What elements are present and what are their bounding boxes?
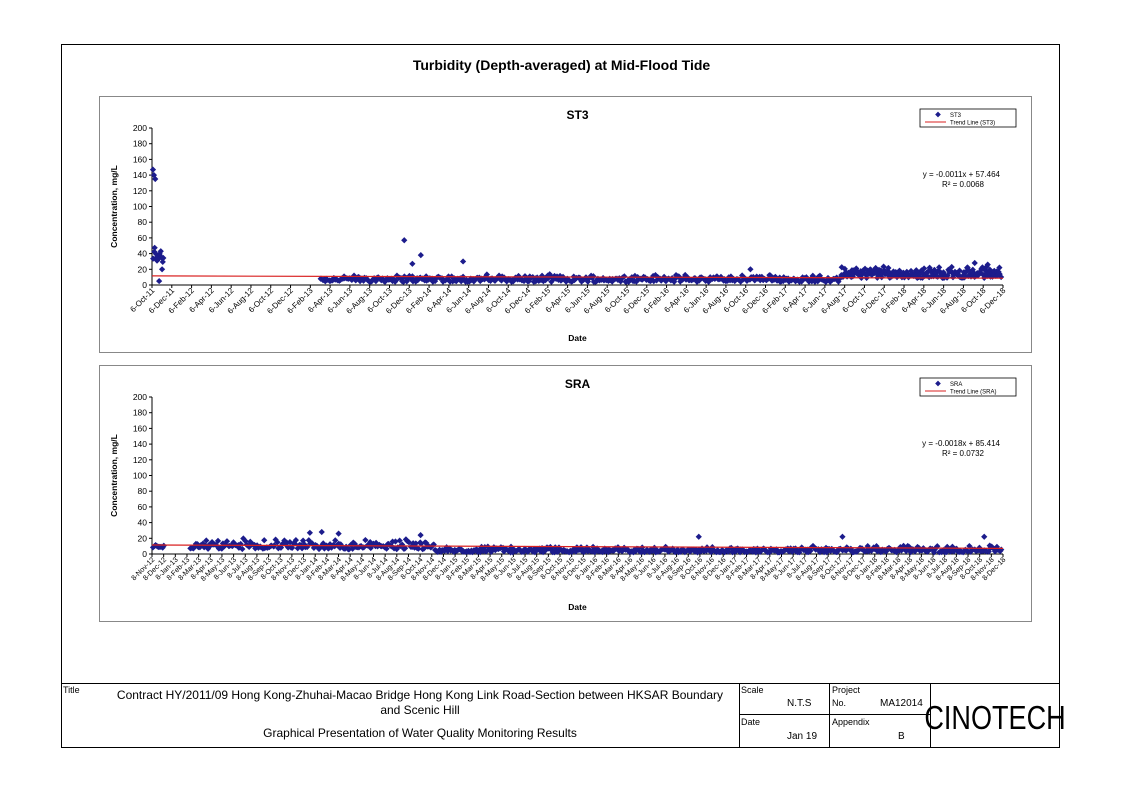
data-point: [318, 528, 325, 536]
project-label: Project: [832, 685, 861, 695]
y-tick-label: 0: [142, 549, 147, 559]
data-point: [149, 166, 157, 173]
data-point: [335, 530, 342, 537]
data-point: [839, 533, 846, 540]
y-tick-label: 0: [142, 280, 147, 290]
data-point: [459, 258, 467, 265]
legend-marker: [935, 380, 941, 387]
trend-equation: y = -0.0011x + 57.464: [923, 170, 1001, 179]
appendix-label: Appendix: [832, 717, 870, 727]
date-value: Jan 19: [787, 731, 818, 742]
scale-label: Scale: [741, 685, 764, 695]
legend-marker: [935, 111, 941, 118]
data-point: [156, 277, 163, 285]
trend-line: [151, 275, 1004, 279]
trend-r-squared: R² = 0.0732: [942, 449, 985, 458]
data-point: [971, 259, 978, 267]
y-axis-label: Concentration, mg/L: [109, 434, 119, 517]
trend-r-squared: R² = 0.0068: [942, 180, 985, 189]
legend-trend-label: Trend Line (ST3): [950, 121, 995, 127]
title-block-top-rule: [61, 683, 1060, 684]
chart-panel-sra: SRA 0 20 40 60 80 100 120 140 160 180 200 8-Nov-12 8-…: [99, 365, 1032, 622]
date-label: Date: [741, 717, 761, 727]
chart-title: SRA: [565, 377, 591, 391]
y-tick-label: 80: [138, 217, 148, 227]
y-tick-label: 60: [138, 502, 148, 512]
trend-equation: y = -0.0018x + 85.414: [922, 439, 1000, 448]
legend-series-label: SRA: [950, 382, 962, 388]
y-axis-label: Concentration, mg/L: [109, 165, 119, 248]
title-block-divider: [739, 683, 740, 748]
y-tick-label: 140: [133, 439, 147, 449]
y-tick-label: 60: [138, 233, 148, 243]
data-point: [158, 266, 166, 273]
y-tick-label: 140: [133, 170, 147, 180]
trend-line: [151, 544, 1004, 549]
legend-series-label: ST3: [950, 113, 962, 119]
x-axis-label: Date: [568, 602, 587, 612]
x-axis-label: Date: [568, 333, 587, 343]
y-tick-label: 180: [133, 139, 147, 149]
y-tick-label: 160: [133, 423, 147, 433]
drawing-subtitle: Graphical Presentation of Water Quality …: [263, 726, 577, 740]
appendix-value: B: [898, 731, 905, 742]
drawing-title-line1: Contract HY/2011/09 Hong Kong-Zhuhai-Mac…: [116, 688, 724, 702]
project-no-label: No.: [832, 698, 847, 708]
title-block-divider: [930, 683, 931, 748]
data-point: [417, 532, 424, 539]
page-title: Turbidity (Depth-averaged) at Mid-Flood …: [412, 57, 711, 73]
project-no-value: MA12014: [880, 698, 923, 709]
y-tick-label: 40: [138, 518, 148, 528]
y-tick-label: 200: [133, 392, 147, 402]
title-block-divider: [739, 714, 930, 715]
scale-value: N.T.S: [787, 698, 812, 709]
title-block-divider: [829, 683, 830, 748]
chart-title: ST3: [566, 108, 588, 122]
data-point: [417, 252, 424, 259]
data-point: [155, 255, 162, 263]
data-point: [409, 260, 416, 267]
y-tick-label: 20: [138, 264, 148, 274]
data-point: [695, 533, 702, 540]
data-point: [747, 266, 754, 273]
y-tick-label: 120: [133, 186, 147, 196]
data-point: [981, 533, 988, 540]
y-tick-label: 180: [133, 408, 147, 418]
title-label: Title: [63, 685, 80, 695]
drawing-frame: [61, 44, 1060, 748]
data-point: [261, 537, 268, 544]
y-tick-label: 20: [138, 533, 148, 543]
company-logo: CINOTECH: [924, 699, 1066, 736]
chart-panel-st3: ST3 0 20 40 60 80 100 120 140 160 180 200 6-Oct-11 6-…: [99, 96, 1032, 353]
legend-trend-label: Trend Line (SRA): [950, 390, 996, 396]
y-tick-label: 80: [138, 486, 148, 496]
chart-st3: ST30204060801001201401601802006-Oct-116-…: [109, 108, 1017, 343]
chart-sra: SRA0204060801001201401601802008-Nov-128-…: [109, 377, 1017, 612]
y-tick-label: 200: [133, 123, 147, 133]
data-point: [306, 529, 313, 536]
y-tick-label: 40: [138, 249, 148, 259]
y-tick-label: 100: [133, 471, 147, 481]
data-point: [401, 237, 408, 244]
y-tick-label: 120: [133, 455, 147, 465]
y-tick-label: 160: [133, 154, 147, 164]
y-tick-label: 100: [133, 202, 147, 212]
drawing-title-line2: and Scenic Hill: [380, 703, 460, 717]
